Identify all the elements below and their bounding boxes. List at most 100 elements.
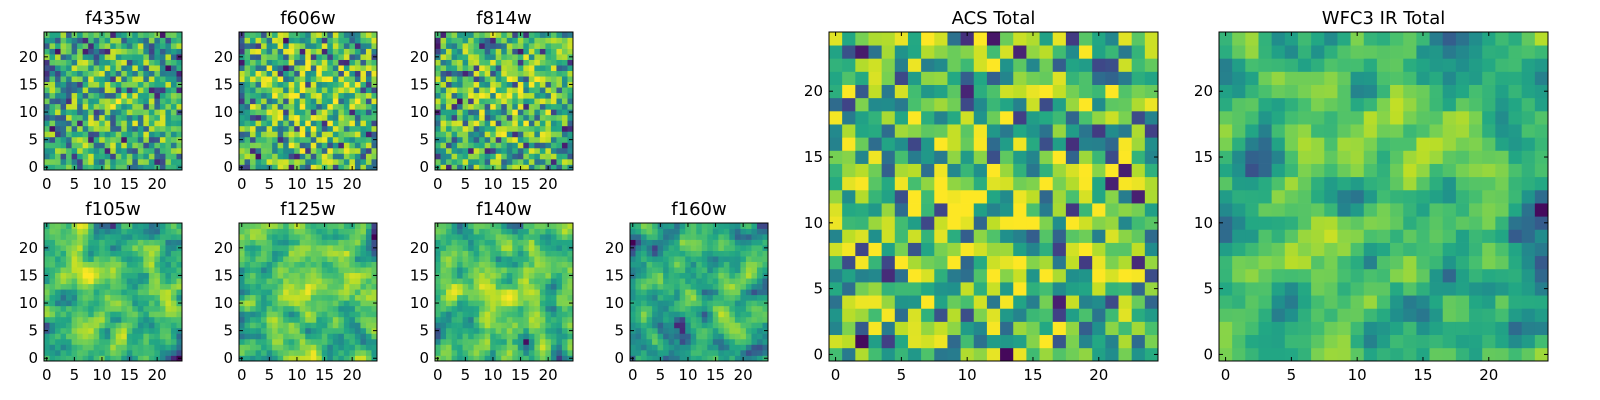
heatmap-cell <box>71 114 78 121</box>
heatmap-cell <box>550 76 557 83</box>
heatmap-cell <box>137 92 144 99</box>
heatmap-cell <box>137 256 144 262</box>
heatmap-cell <box>316 355 323 362</box>
heatmap-cell <box>451 147 458 154</box>
heatmap-cell <box>277 48 284 55</box>
heatmap-cell <box>299 228 306 235</box>
heatmap-cell <box>261 250 267 257</box>
heatmap-cell <box>718 338 725 345</box>
heatmap-cell <box>907 334 922 349</box>
heatmap-cell <box>354 164 361 171</box>
heatmap-cell <box>630 239 636 246</box>
heatmap-cell <box>457 239 463 246</box>
heatmap-cell <box>316 164 323 171</box>
heatmap-cell <box>646 234 653 240</box>
heatmap-cell <box>528 158 535 165</box>
heatmap-cell <box>528 87 535 94</box>
heatmap-cell <box>148 300 155 307</box>
heatmap-cell <box>176 32 183 38</box>
heatmap-cell <box>528 272 535 279</box>
heatmap-cell <box>479 158 486 165</box>
heatmap-cell <box>528 32 535 38</box>
heatmap-cell <box>338 234 345 240</box>
heatmap-cell <box>132 294 139 301</box>
heatmap-cell <box>165 239 172 246</box>
heatmap-cell <box>446 245 452 251</box>
heatmap-cell <box>354 239 361 246</box>
heatmap-cell <box>690 355 697 362</box>
heatmap-cell <box>740 322 747 329</box>
heatmap-cell <box>679 228 686 235</box>
heatmap-cell <box>907 176 922 191</box>
heatmap-cell <box>82 114 89 121</box>
heatmap-cell <box>630 228 636 235</box>
heatmap-cell <box>255 114 262 121</box>
heatmap-cell <box>250 289 256 296</box>
heatmap-cell <box>165 327 172 334</box>
heatmap-cell <box>561 131 568 138</box>
heatmap-cell <box>338 114 345 121</box>
heatmap-cell <box>148 92 155 99</box>
heatmap-cell <box>451 355 458 362</box>
heatmap-cell <box>143 322 150 329</box>
y-tick-label: 15 <box>605 266 624 284</box>
heatmap-cell <box>305 223 312 229</box>
heatmap-cell <box>506 32 513 38</box>
heatmap-cell <box>630 283 636 290</box>
heatmap-cell <box>316 223 323 229</box>
heatmap-cell <box>534 114 541 121</box>
heatmap-cell <box>305 147 312 154</box>
heatmap-cell <box>110 283 117 290</box>
heatmap-cell <box>934 282 948 296</box>
heatmap-cell <box>244 322 251 329</box>
heatmap-cell <box>762 349 769 356</box>
heatmap-cell <box>250 131 256 138</box>
heatmap-cell <box>126 333 133 340</box>
heatmap-cell <box>451 114 458 121</box>
heatmap-cell <box>132 311 139 318</box>
heatmap-cell <box>349 136 356 143</box>
heatmap-cell <box>343 245 350 251</box>
heatmap-cell <box>266 256 273 262</box>
heatmap-cell <box>327 311 334 318</box>
heatmap-cell <box>277 120 284 127</box>
heatmap-cell <box>462 316 469 323</box>
heatmap-cell <box>93 250 100 257</box>
heatmap-cell <box>360 153 367 160</box>
x-tick-label: 10 <box>678 366 697 384</box>
heatmap-cell <box>82 32 89 38</box>
heatmap-cell <box>93 272 100 279</box>
heatmap-cell <box>55 131 61 138</box>
heatmap-cell <box>239 37 245 44</box>
heatmap-cell <box>316 316 323 323</box>
heatmap-cell <box>250 136 256 143</box>
heatmap-cell <box>630 316 636 323</box>
heatmap-cell <box>360 59 367 66</box>
heatmap-cell <box>159 250 166 257</box>
heatmap-cell <box>82 87 89 94</box>
heatmap-cell <box>365 32 372 38</box>
heatmap-cell <box>288 59 295 66</box>
heatmap-cell <box>528 92 535 99</box>
heatmap-cell <box>561 261 568 268</box>
heatmap-cell <box>539 59 546 66</box>
heatmap-cell <box>539 267 546 274</box>
heatmap-cell <box>534 87 541 94</box>
heatmap-cell <box>82 103 89 110</box>
heatmap-cell <box>440 272 447 279</box>
heatmap-cell <box>349 322 356 329</box>
heatmap-cell <box>451 98 458 105</box>
heatmap-cell <box>121 338 128 345</box>
heatmap-cell <box>674 250 681 257</box>
heatmap-cell <box>473 120 480 127</box>
heatmap-cell <box>641 355 647 362</box>
heatmap-cell <box>343 158 350 165</box>
heatmap-cell <box>451 234 458 240</box>
heatmap-cell <box>137 48 144 55</box>
heatmap-cell <box>272 87 278 94</box>
heatmap-cell <box>528 70 535 77</box>
heatmap-cell <box>283 59 290 66</box>
heatmap-cell <box>104 234 111 240</box>
heatmap-cell <box>517 54 524 60</box>
heatmap-cell <box>288 153 295 160</box>
